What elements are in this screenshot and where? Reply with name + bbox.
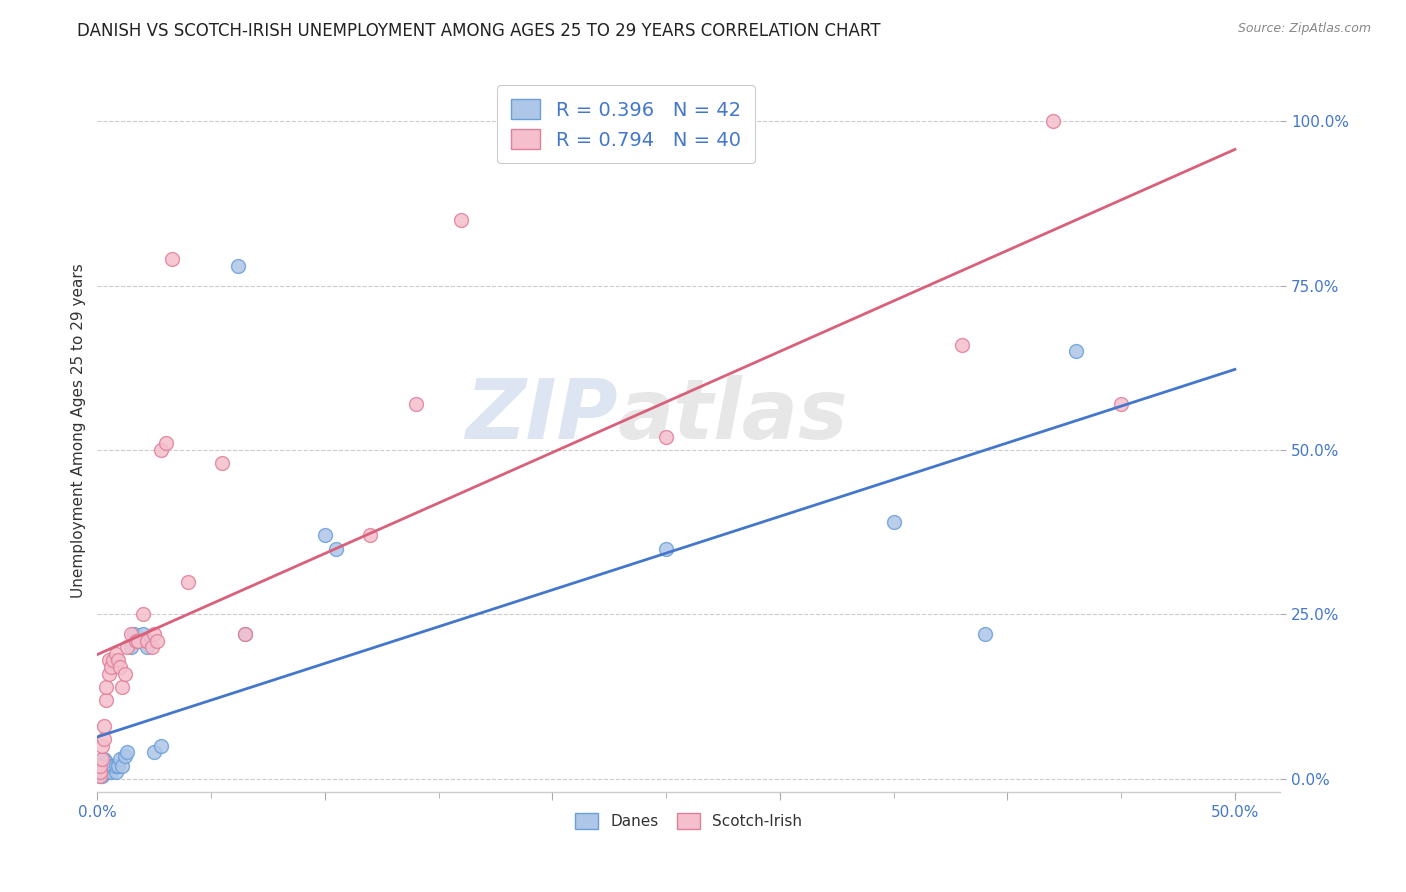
- Point: [97, 666, 120, 681]
- Point: [93, 762, 115, 776]
- Point: [89, 768, 111, 782]
- Point: [96, 680, 118, 694]
- Point: [233, 627, 256, 641]
- Point: [143, 746, 166, 760]
- Point: [93, 719, 115, 733]
- Point: [121, 627, 143, 641]
- Point: [950, 337, 973, 351]
- Point: [89, 765, 111, 780]
- Point: [359, 528, 381, 542]
- Point: [90, 762, 112, 776]
- Point: [655, 541, 678, 556]
- Point: [96, 765, 118, 780]
- Point: [155, 436, 177, 450]
- Point: [93, 752, 115, 766]
- Point: [97, 653, 120, 667]
- Point: [121, 640, 143, 655]
- Point: [325, 541, 347, 556]
- Text: Source: ZipAtlas.com: Source: ZipAtlas.com: [1237, 22, 1371, 36]
- Point: [97, 765, 120, 780]
- Point: [132, 627, 155, 641]
- Point: [655, 430, 678, 444]
- Legend: Danes, Scotch-Irish: Danes, Scotch-Irish: [569, 806, 808, 835]
- Point: [93, 765, 115, 780]
- Point: [108, 660, 131, 674]
- Point: [108, 752, 131, 766]
- Point: [450, 212, 472, 227]
- Point: [89, 768, 111, 782]
- Point: [141, 640, 163, 655]
- Point: [1109, 397, 1132, 411]
- Point: [100, 758, 122, 772]
- Point: [96, 756, 118, 770]
- Point: [114, 666, 136, 681]
- Point: [93, 758, 115, 772]
- Point: [104, 647, 127, 661]
- Point: [114, 748, 136, 763]
- Point: [90, 739, 112, 753]
- Point: [150, 442, 173, 457]
- Point: [89, 762, 111, 776]
- Point: [103, 758, 125, 772]
- Point: [90, 758, 112, 772]
- Point: [973, 627, 995, 641]
- Point: [100, 765, 122, 780]
- Point: [100, 660, 122, 674]
- Point: [136, 633, 159, 648]
- Point: [97, 758, 120, 772]
- Point: [211, 456, 233, 470]
- Point: [145, 633, 167, 648]
- Point: [93, 732, 115, 747]
- Text: DANISH VS SCOTCH-IRISH UNEMPLOYMENT AMONG AGES 25 TO 29 YEARS CORRELATION CHART: DANISH VS SCOTCH-IRISH UNEMPLOYMENT AMON…: [77, 22, 880, 40]
- Point: [111, 680, 134, 694]
- Point: [90, 765, 112, 780]
- Point: [143, 627, 166, 641]
- Text: atlas: atlas: [617, 376, 848, 457]
- Point: [233, 627, 256, 641]
- Point: [90, 768, 112, 782]
- Point: [127, 633, 149, 648]
- Y-axis label: Unemployment Among Ages 25 to 29 years: Unemployment Among Ages 25 to 29 years: [72, 263, 86, 598]
- Point: [122, 627, 145, 641]
- Point: [405, 397, 427, 411]
- Point: [127, 633, 149, 648]
- Text: ZIP: ZIP: [465, 376, 617, 457]
- Point: [103, 653, 125, 667]
- Point: [125, 633, 148, 648]
- Point: [104, 765, 127, 780]
- Point: [115, 640, 138, 655]
- Point: [177, 574, 200, 589]
- Point: [111, 758, 134, 772]
- Point: [136, 640, 159, 655]
- Point: [90, 752, 112, 766]
- Point: [132, 607, 155, 622]
- Point: [115, 746, 138, 760]
- Point: [228, 259, 250, 273]
- Point: [1064, 344, 1087, 359]
- Point: [107, 653, 129, 667]
- Point: [89, 758, 111, 772]
- Point: [96, 762, 118, 776]
- Point: [162, 252, 184, 267]
- Point: [89, 765, 111, 780]
- Point: [1042, 114, 1064, 128]
- Point: [107, 758, 129, 772]
- Point: [314, 528, 336, 542]
- Point: [104, 758, 127, 772]
- Point: [150, 739, 173, 753]
- Point: [883, 516, 905, 530]
- Point: [96, 693, 118, 707]
- Point: [96, 758, 118, 772]
